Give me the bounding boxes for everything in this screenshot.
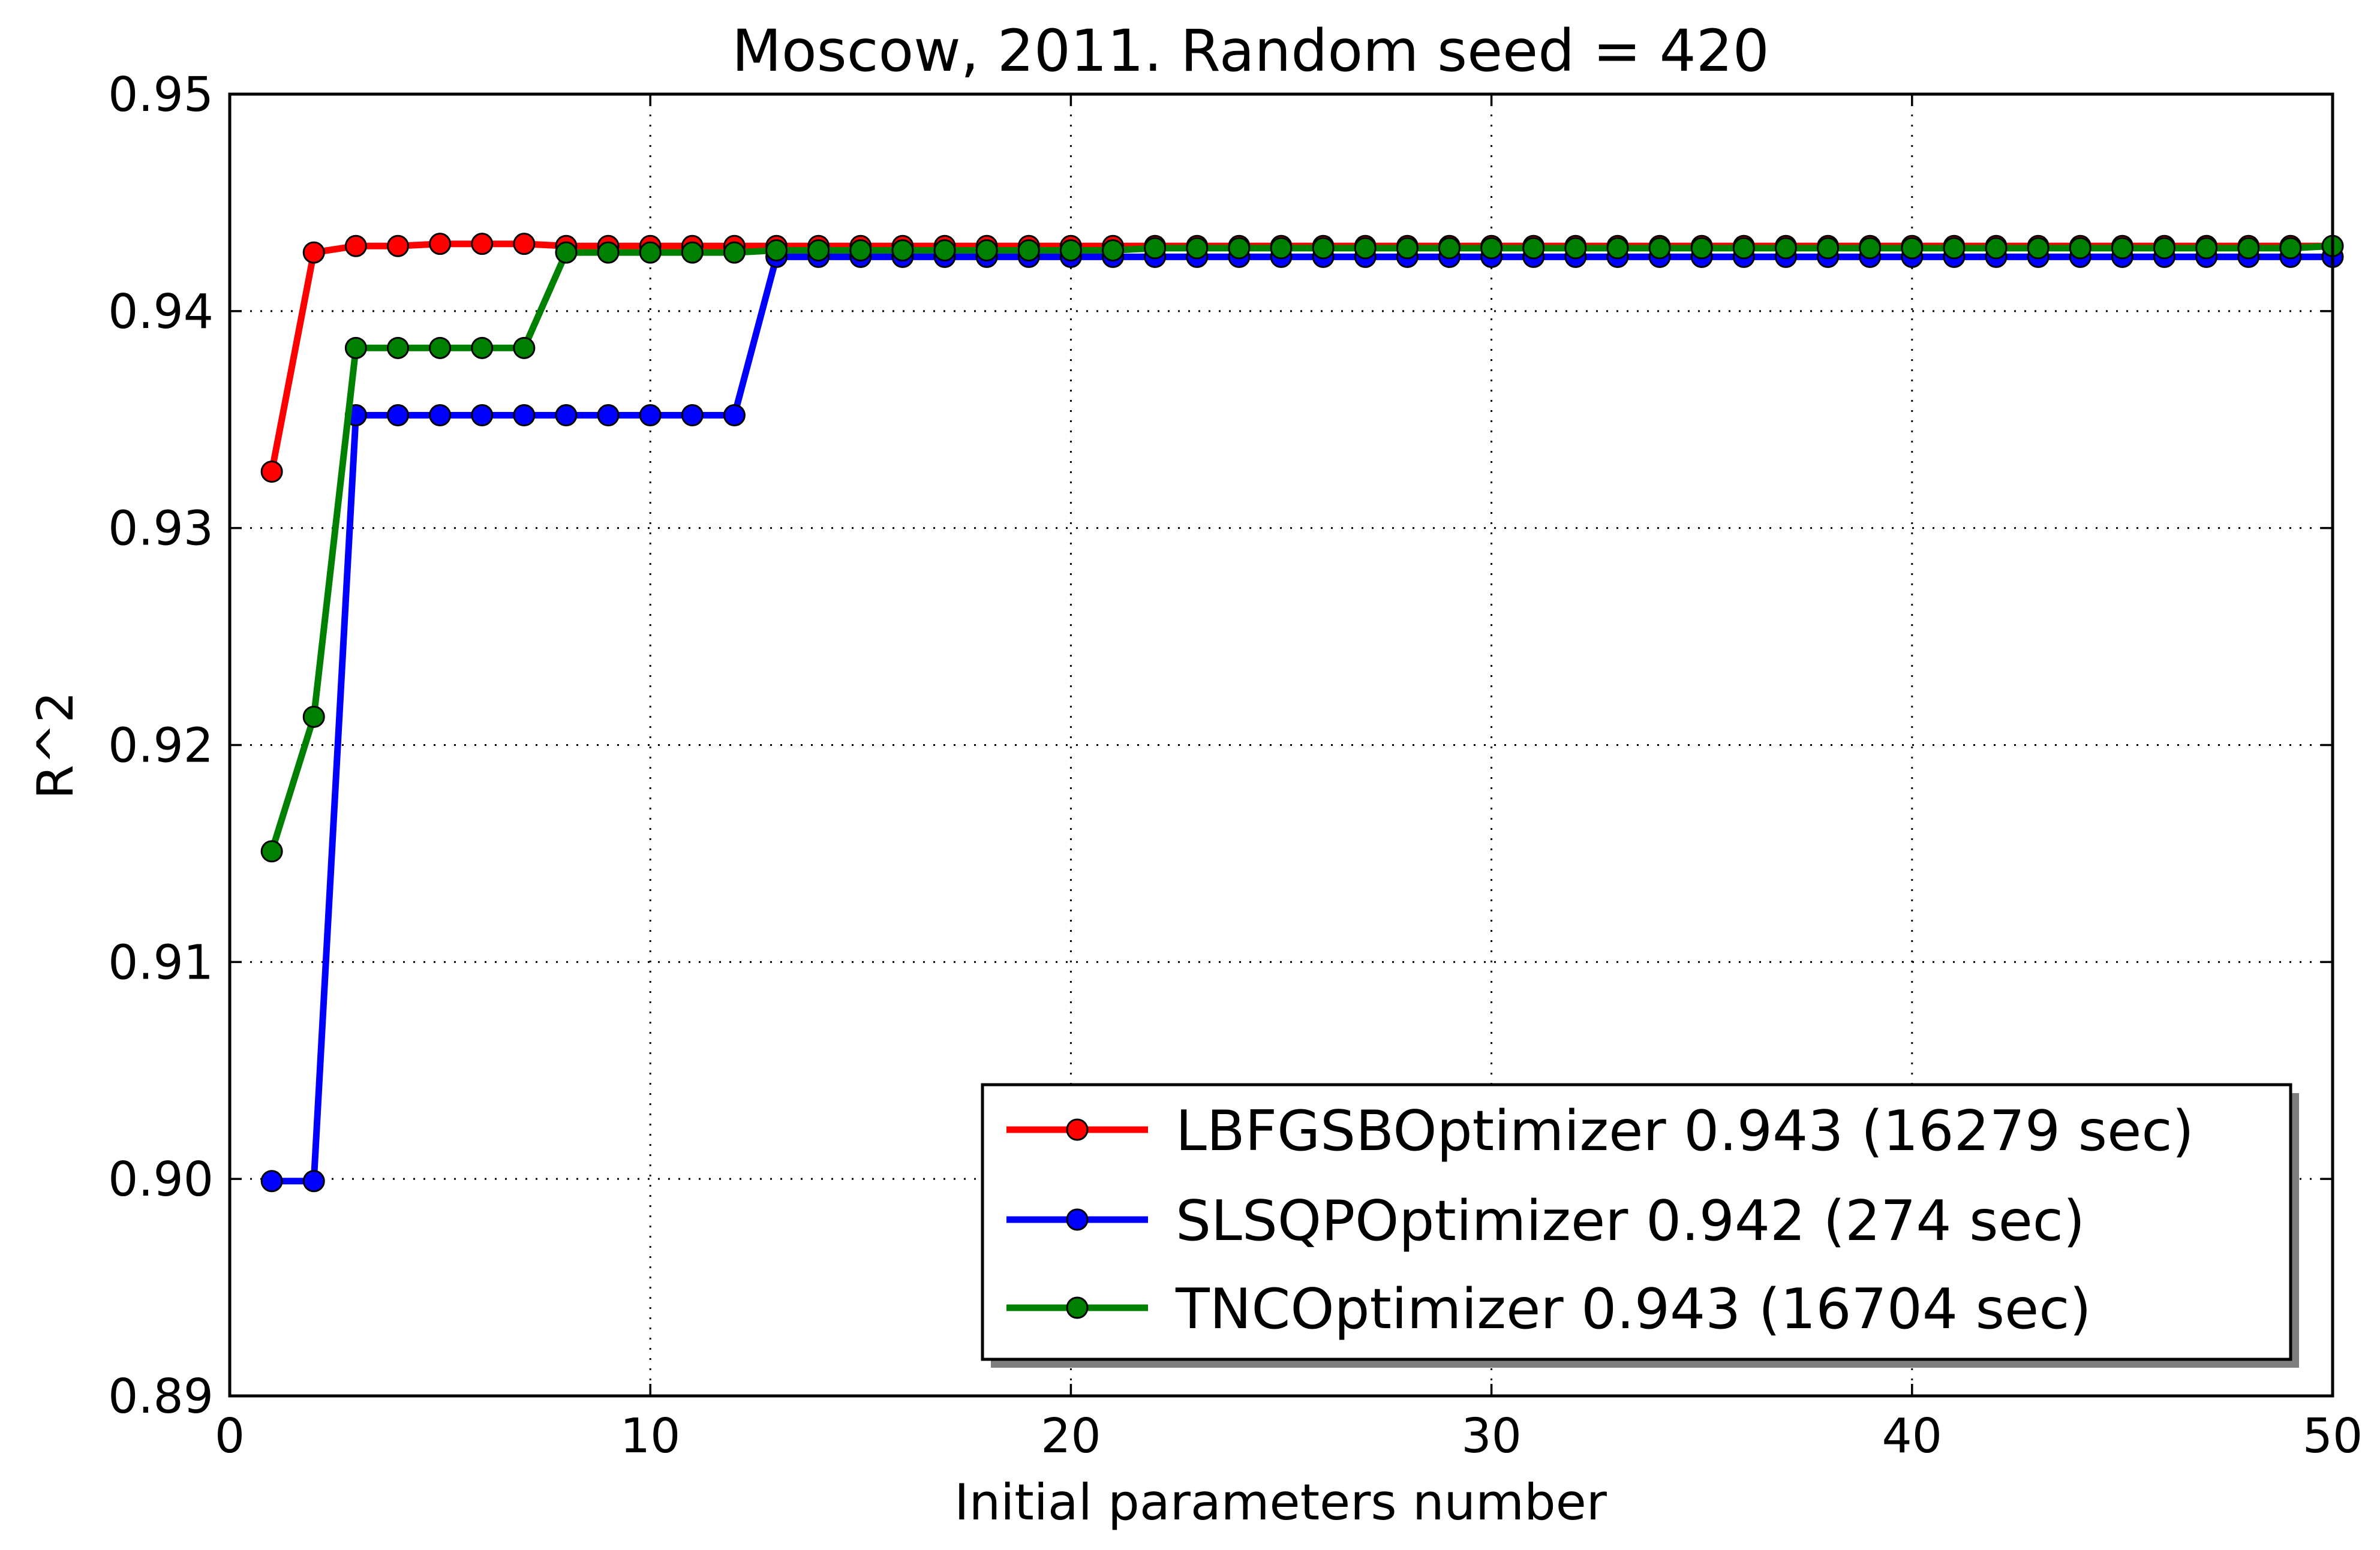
data-point <box>1102 239 1125 262</box>
y-tick-label: 0.90 <box>108 1152 214 1207</box>
data-point <box>471 336 494 359</box>
data-point <box>2237 237 2260 260</box>
data-point <box>513 404 536 427</box>
data-point <box>344 336 367 359</box>
x-tick-label: 50 <box>2303 1408 2363 1464</box>
y-tick-label: 0.92 <box>108 718 214 774</box>
data-point <box>1985 237 2008 260</box>
data-point <box>1774 237 1797 260</box>
data-point <box>1396 237 1419 260</box>
data-point <box>2279 237 2302 260</box>
data-point <box>2069 237 2091 260</box>
data-point <box>260 1170 283 1193</box>
legend: LBFGSBOptimizer 0.943 (16279 sec) SLSQPOp… <box>981 1083 2299 1368</box>
legend-label: SLSQPOptimizer 0.942 (274 sec) <box>1176 1188 2085 1253</box>
data-point <box>681 404 704 427</box>
data-point <box>723 404 746 427</box>
data-point <box>2195 237 2218 260</box>
legend-swatch-marker <box>1066 1118 1089 1141</box>
axis-ticks <box>229 93 2334 1397</box>
data-point <box>849 239 872 262</box>
legend-swatch-marker <box>1066 1208 1089 1231</box>
x-tick-label: 30 <box>1461 1408 1522 1464</box>
data-point <box>344 234 367 257</box>
data-point <box>597 241 620 264</box>
data-point <box>1312 237 1335 260</box>
y-tick-label: 0.89 <box>108 1369 214 1424</box>
x-tick-label: 40 <box>1882 1408 1943 1464</box>
data-point <box>429 404 452 427</box>
data-point <box>681 241 704 264</box>
data-point <box>386 336 409 359</box>
data-point <box>429 336 452 359</box>
x-tick-label: 20 <box>1041 1408 1101 1464</box>
series-3 <box>260 234 2344 863</box>
data-point <box>1690 237 1713 260</box>
legend-entry-3: TNCOptimizer 0.943 (16704 sec) <box>1006 1277 2091 1341</box>
data-point <box>555 241 578 264</box>
data-point <box>933 239 956 262</box>
legend-box <box>981 1083 2292 1361</box>
data-point <box>1144 237 1167 260</box>
data-point <box>1480 237 1503 260</box>
data-point <box>302 241 325 264</box>
data-point <box>260 840 283 863</box>
data-point <box>597 404 620 427</box>
chart-title: Moscow, 2011. Random seed = 420 <box>732 17 1769 85</box>
data-point <box>260 461 283 483</box>
data-point <box>1943 237 1966 260</box>
data-point <box>2027 237 2050 260</box>
data-point <box>639 241 662 264</box>
y-axis-label: R^2 <box>26 691 85 799</box>
data-point <box>2111 237 2133 260</box>
data-point <box>513 336 536 359</box>
data-point <box>1438 237 1461 260</box>
data-point <box>1901 237 1924 260</box>
data-point <box>2153 237 2176 260</box>
data-point <box>302 705 325 728</box>
x-axis-label: Initial parameters number <box>954 1473 1607 1531</box>
y-tick-label: 0.94 <box>108 284 214 339</box>
data-point <box>1859 237 1882 260</box>
data-point <box>975 239 998 262</box>
data-point <box>1817 237 1840 260</box>
data-point <box>1648 237 1671 260</box>
y-tick-label: 0.95 <box>108 67 214 122</box>
data-point <box>386 234 409 257</box>
data-point <box>429 233 452 255</box>
x-tick-label: 0 <box>215 1408 245 1464</box>
legend-entry-1: LBFGSBOptimizer 0.943 (16279 sec) <box>1006 1098 2194 1163</box>
data-point <box>386 404 409 427</box>
legend-entry-2: SLSQPOptimizer 0.942 (274 sec) <box>1006 1188 2085 1253</box>
y-tick-label: 0.91 <box>108 935 214 990</box>
data-point <box>1228 237 1251 260</box>
data-point <box>555 404 578 427</box>
legend-label: TNCOptimizer 0.943 (16704 sec) <box>1175 1277 2091 1341</box>
series-layer <box>260 233 2344 1193</box>
data-point <box>1354 237 1377 260</box>
data-point <box>1059 239 1082 262</box>
x-tick-label: 10 <box>620 1408 681 1464</box>
data-point <box>1017 239 1040 262</box>
legend-label: LBFGSBOptimizer 0.943 (16279 sec) <box>1176 1098 2194 1163</box>
data-point <box>471 233 494 255</box>
data-point <box>807 239 830 262</box>
data-point <box>1186 237 1209 260</box>
data-point <box>1522 237 1545 260</box>
data-point <box>765 239 788 262</box>
data-point <box>1606 237 1629 260</box>
legend-swatch-marker <box>1066 1296 1089 1319</box>
data-point <box>302 1170 325 1193</box>
data-point <box>1732 237 1755 260</box>
data-point <box>513 233 536 255</box>
data-point <box>639 404 662 427</box>
data-point <box>1270 237 1293 260</box>
y-tick-label: 0.93 <box>108 501 214 556</box>
data-point <box>723 241 746 264</box>
data-point <box>471 404 494 427</box>
data-point <box>891 239 914 262</box>
axis-tick-labels: 0 10 20 30 40 50 0.89 0.90 0.91 0.92 0.93 0.94 0.95 <box>108 67 2363 1464</box>
data-point <box>1564 237 1587 260</box>
